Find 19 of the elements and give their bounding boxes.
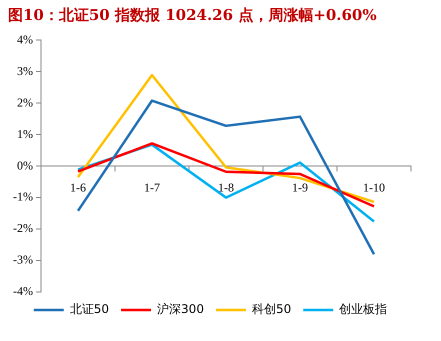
y-tick-label: 3% <box>16 64 33 78</box>
y-tick-label: -3% <box>12 252 33 267</box>
legend-label: 科创50 <box>252 302 292 316</box>
x-tick-label: 1-7 <box>144 180 160 194</box>
y-tick-label: 4% <box>16 32 33 46</box>
y-tick-label: 0% <box>16 158 33 172</box>
x-tick-label: 1-6 <box>70 180 86 194</box>
y-tick-label: -2% <box>12 221 33 236</box>
y-tick-label: -1% <box>12 190 33 204</box>
legend-label: 沪深300 <box>157 302 204 316</box>
x-tick-label: 1-8 <box>218 180 234 194</box>
y-tick-label: 1% <box>16 126 33 141</box>
chart-title: 图10：北证50 指数报 1024.26 点，周涨幅+0.60% <box>7 5 378 26</box>
legend-label: 创业板指 <box>339 302 388 316</box>
legend-label: 北证50 <box>70 302 110 316</box>
x-tick-label: 1-9 <box>292 180 308 194</box>
y-tick-label: 2% <box>16 95 33 110</box>
x-tick-label: 1-10 <box>363 180 385 194</box>
y-tick-label: -4% <box>12 284 33 298</box>
